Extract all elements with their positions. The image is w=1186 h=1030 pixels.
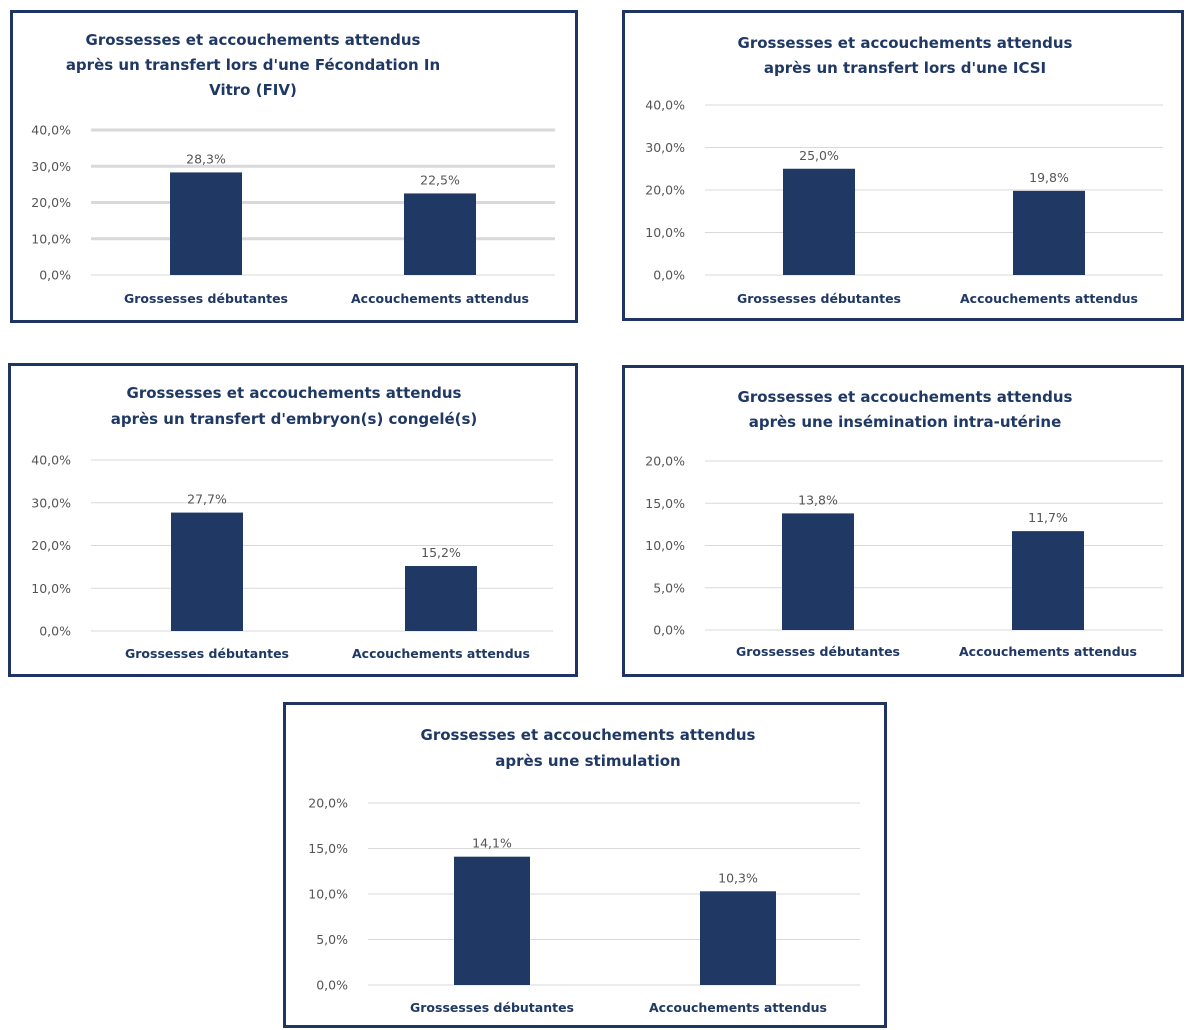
y-tick-label: 20,0% [31, 538, 71, 553]
y-tick-label: 10,0% [31, 231, 71, 246]
x-category-label: Accouchements attendus [352, 646, 530, 661]
y-tick-label: 20,0% [31, 195, 71, 210]
chart-title-line: après une insémination intra-utérine [749, 413, 1062, 431]
y-tick-label: 0,0% [316, 978, 348, 993]
y-tick-label: 10,0% [308, 887, 348, 902]
x-category-label: Accouchements attendus [351, 291, 529, 306]
y-tick-label: 20,0% [308, 796, 348, 811]
bar-value-label: 15,2% [421, 545, 461, 560]
y-tick-label: 30,0% [31, 495, 71, 510]
y-tick-label: 0,0% [653, 623, 685, 638]
chart-panel-stimulation: Grossesses et accouchements attendus aprè… [283, 702, 887, 1028]
bar [1013, 190, 1085, 275]
bar-value-label: 25,0% [799, 148, 839, 163]
x-category-label: Grossesses débutantes [410, 1000, 574, 1015]
y-tick-label: 0,0% [653, 268, 685, 283]
bar-value-label: 19,8% [1029, 170, 1069, 185]
bar [405, 566, 477, 631]
bar [1012, 531, 1084, 630]
chart-title-line: Grossesses et accouchements attendus [738, 34, 1073, 52]
bar-value-label: 14,1% [472, 836, 512, 851]
x-category-label: Grossesses débutantes [124, 291, 288, 306]
x-category-label: Accouchements attendus [649, 1000, 827, 1015]
chart-title-line: Vitro (FIV) [209, 81, 297, 99]
y-tick-label: 10,0% [645, 225, 685, 240]
x-category-label: Grossesses débutantes [125, 646, 289, 661]
y-tick-label: 5,0% [653, 580, 685, 595]
bar-value-label: 22,5% [420, 172, 460, 187]
y-tick-label: 15,0% [308, 841, 348, 856]
y-tick-label: 10,0% [645, 538, 685, 553]
bar-chart: Grossesses et accouchements attendus aprè… [31, 384, 553, 661]
chart-title-line: Grossesses et accouchements attendus [738, 388, 1073, 406]
x-category-label: Accouchements attendus [960, 291, 1138, 306]
bar [454, 856, 530, 985]
chart-title-line: après un transfert d'embryon(s) congelé(… [111, 410, 478, 428]
y-tick-label: 30,0% [645, 140, 685, 155]
bar-value-label: 27,7% [187, 492, 227, 507]
chart-title-line: Grossesses et accouchements attendus [421, 726, 756, 744]
bar-value-label: 28,3% [186, 151, 226, 166]
y-tick-label: 15,0% [645, 496, 685, 511]
chart-title-line: après un transfert lors d'une Fécondatio… [66, 56, 440, 74]
chart-title-line: Grossesses et accouchements attendus [127, 384, 462, 402]
y-tick-label: 20,0% [645, 454, 685, 469]
bar [404, 193, 476, 275]
bar-chart: Grossesses et accouchements attendus aprè… [645, 34, 1163, 306]
chart-panel-embryons-congeles: Grossesses et accouchements attendus aprè… [8, 363, 578, 677]
chart-panel-icsi: Grossesses et accouchements attendus aprè… [622, 10, 1184, 321]
chart-panel-insemination: Grossesses et accouchements attendus aprè… [622, 365, 1184, 677]
chart-title-line: après une stimulation [495, 752, 680, 770]
bar [783, 168, 855, 275]
bar [171, 512, 243, 631]
bar-chart: Grossesses et accouchements attendus aprè… [645, 388, 1163, 659]
x-category-label: Accouchements attendus [959, 644, 1137, 659]
y-tick-label: 40,0% [31, 453, 71, 468]
bar-chart: Grossesses et accouchements attendus aprè… [308, 726, 860, 1015]
y-tick-label: 40,0% [645, 98, 685, 113]
bar-value-label: 11,7% [1028, 510, 1068, 525]
bar [700, 891, 776, 985]
bar-chart: Grossesses et accouchements attendus aprè… [31, 31, 555, 306]
y-tick-label: 0,0% [39, 268, 71, 283]
y-tick-label: 40,0% [31, 123, 71, 138]
y-tick-label: 5,0% [316, 932, 348, 947]
y-tick-label: 0,0% [39, 624, 71, 639]
bar-value-label: 13,8% [798, 492, 838, 507]
y-tick-label: 30,0% [31, 159, 71, 174]
chart-title-line: Grossesses et accouchements attendus [86, 31, 421, 49]
y-tick-label: 10,0% [31, 581, 71, 596]
chart-title-line: après un transfert lors d'une ICSI [764, 59, 1046, 77]
chart-panel-fiv: Grossesses et accouchements attendus aprè… [10, 10, 578, 323]
bar-value-label: 10,3% [718, 870, 758, 885]
bar [782, 513, 854, 630]
x-category-label: Grossesses débutantes [737, 291, 901, 306]
x-category-label: Grossesses débutantes [736, 644, 900, 659]
y-tick-label: 20,0% [645, 183, 685, 198]
bar [170, 172, 242, 275]
